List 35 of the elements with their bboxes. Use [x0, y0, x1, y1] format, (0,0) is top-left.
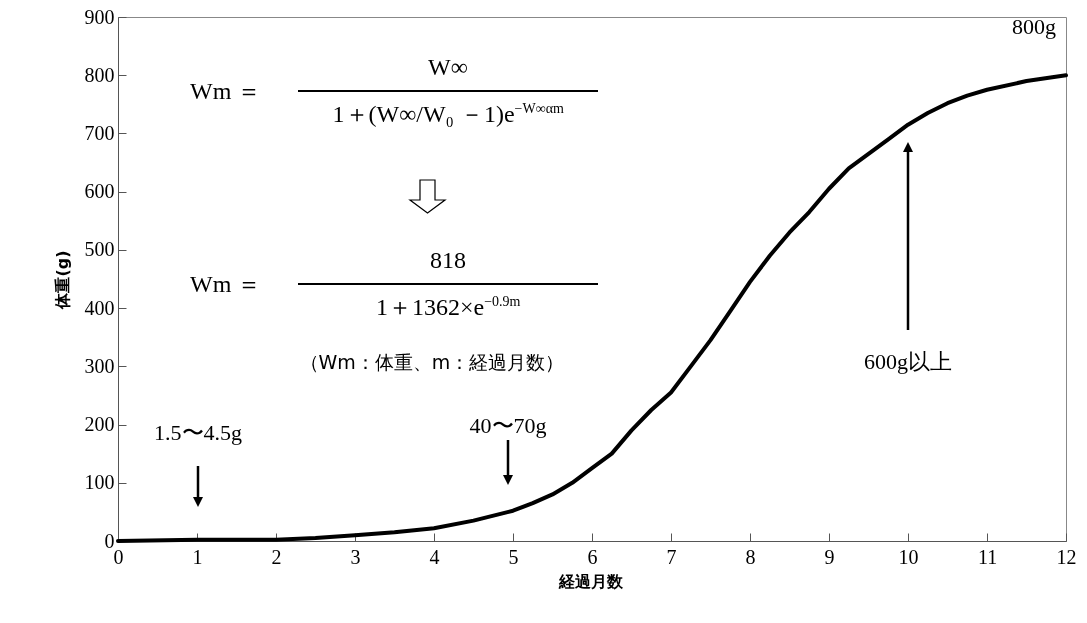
x-tick-label: 7 [666, 545, 677, 568]
annotation: 818 [430, 247, 466, 274]
y-tick-label: 400 [84, 296, 115, 319]
annotation: 1＋(W∞/W₀ －1)e$^{−W∞αm}$ [332, 100, 564, 129]
x-tick-label: 8 [745, 545, 756, 568]
x-tick-label: 4 [429, 545, 440, 568]
y-tick-label: 900 [84, 5, 115, 28]
x-tick-label: 1 [192, 545, 203, 568]
y-axis-title: 体重(g) [52, 250, 72, 310]
y-tick-label: 300 [84, 354, 115, 377]
annotation: 1＋1362×e$^{−0.9m}$ [376, 293, 521, 322]
y-tick-label: 500 [84, 238, 115, 261]
y-tick-label: 800 [84, 63, 115, 86]
y-tick-label: 100 [84, 471, 115, 494]
y-tick-label: 600 [84, 180, 115, 203]
x-tick-label: 6 [587, 545, 598, 568]
annotation: 1.5〜4.5g [154, 419, 242, 447]
y-tick-label: 0 [104, 529, 115, 552]
annotation: （Wm：体重、m：経過月数） [299, 350, 565, 375]
x-tick-label: 10 [898, 545, 919, 568]
annotation: 40〜70g [469, 412, 547, 440]
annotation: Wm ＝ [190, 270, 262, 299]
y-tick-label: 200 [84, 413, 115, 436]
x-tick-label: 3 [350, 545, 361, 568]
x-axis-title: 経過月数 [557, 571, 624, 591]
x-tick-label: 9 [824, 545, 835, 568]
annotation: Wm ＝ [190, 77, 262, 106]
x-tick-label: 5 [508, 545, 519, 568]
x-tick-label: 12 [1056, 545, 1077, 568]
x-tick-label: 11 [977, 545, 998, 568]
annotation: W∞ [428, 54, 468, 81]
annotation: 600g以上 [864, 348, 952, 376]
y-tick-label: 700 [84, 121, 115, 144]
x-tick-label: 2 [271, 545, 282, 568]
annotation: 800g [1012, 14, 1056, 40]
